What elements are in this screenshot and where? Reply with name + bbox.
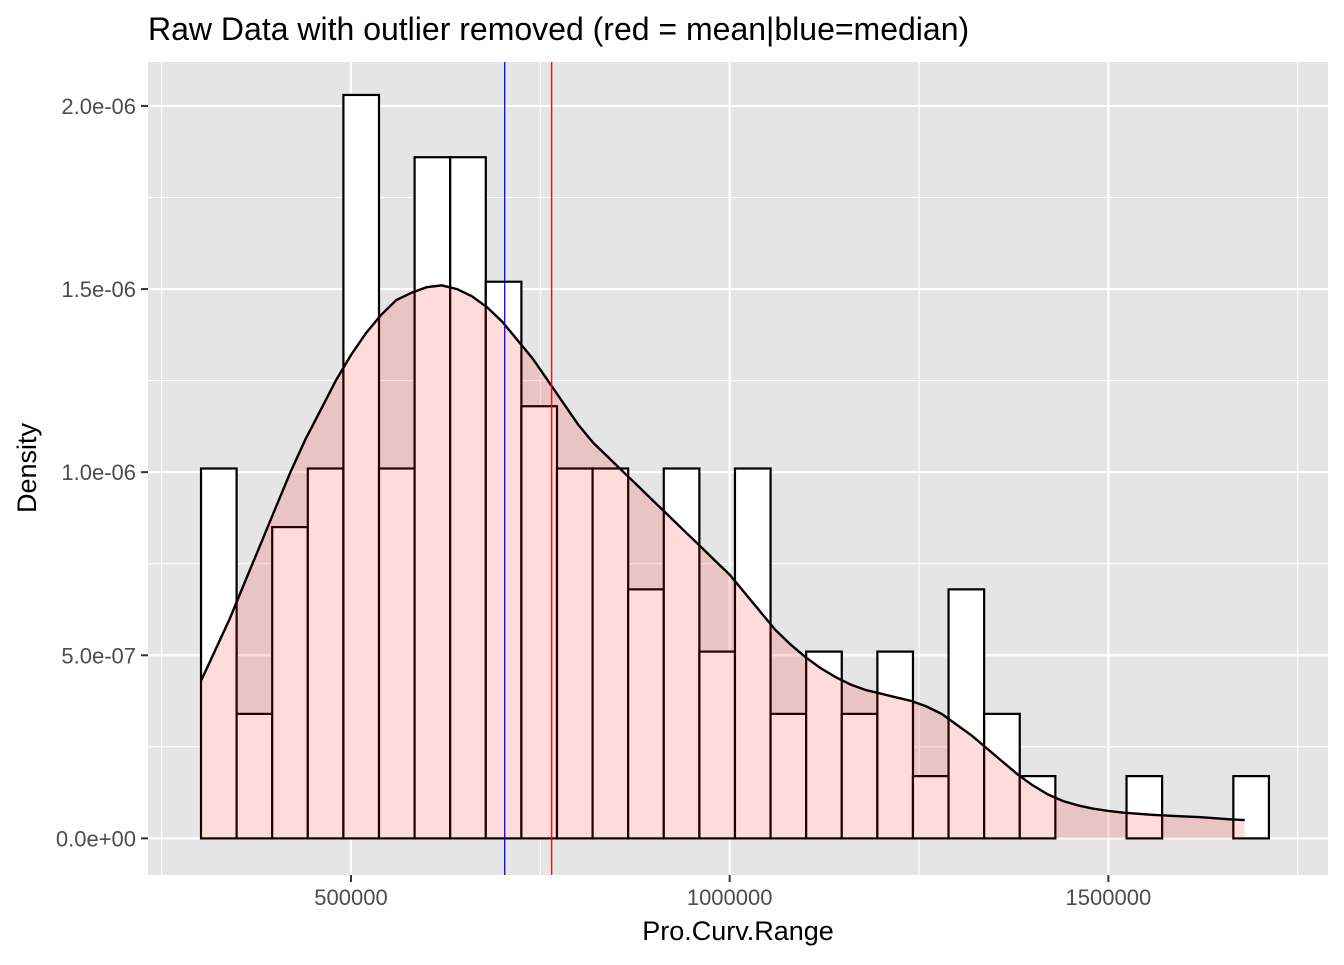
histogram-bar bbox=[235, 712, 274, 840]
histogram-bar bbox=[306, 467, 345, 840]
histogram-bar bbox=[698, 650, 737, 840]
x-tick-label: 1500000 bbox=[1066, 885, 1152, 910]
histogram-bar bbox=[1232, 775, 1271, 840]
histogram-bar bbox=[377, 467, 416, 840]
histogram-bar bbox=[555, 467, 594, 840]
y-tick-label: 0.0e+00 bbox=[56, 826, 136, 851]
reference-lines bbox=[504, 62, 553, 875]
histogram-bar bbox=[1125, 775, 1164, 840]
y-axis-label: Density bbox=[12, 422, 42, 513]
histogram-bar bbox=[271, 525, 309, 840]
density-line bbox=[199, 284, 1245, 822]
histogram-bar bbox=[342, 93, 381, 840]
histogram-bar bbox=[733, 467, 772, 840]
histogram-bar bbox=[983, 712, 1021, 840]
y-tick-label: 1.5e-06 bbox=[61, 277, 136, 302]
chart-title: Raw Data with outlier removed (red = mea… bbox=[148, 11, 969, 47]
y-axis: 0.0e+00 5.0e-07 1.0e-06 1.5e-06 2.0e-06 bbox=[56, 94, 148, 851]
y-tick-label: 1.0e-06 bbox=[61, 460, 136, 485]
histogram-bar bbox=[484, 280, 523, 840]
x-axis: 500000 1000000 1500000 bbox=[314, 875, 1151, 910]
y-tick-label: 5.0e-07 bbox=[61, 643, 136, 668]
x-tick-label: 1000000 bbox=[687, 885, 773, 910]
histogram-bar bbox=[199, 467, 238, 840]
histogram-bar bbox=[1018, 775, 1057, 840]
histogram-bar bbox=[876, 650, 915, 840]
histogram-bar bbox=[911, 775, 950, 840]
x-tick-label: 500000 bbox=[314, 885, 387, 910]
y-tick-label: 2.0e-06 bbox=[61, 94, 136, 119]
histogram-bar bbox=[449, 156, 487, 840]
density-area bbox=[201, 285, 1245, 839]
density-curve-layer bbox=[199, 284, 1245, 839]
histogram-bar bbox=[662, 467, 701, 840]
x-axis-label: Pro.Curv.Range bbox=[642, 916, 834, 946]
histogram-bar bbox=[413, 156, 452, 840]
